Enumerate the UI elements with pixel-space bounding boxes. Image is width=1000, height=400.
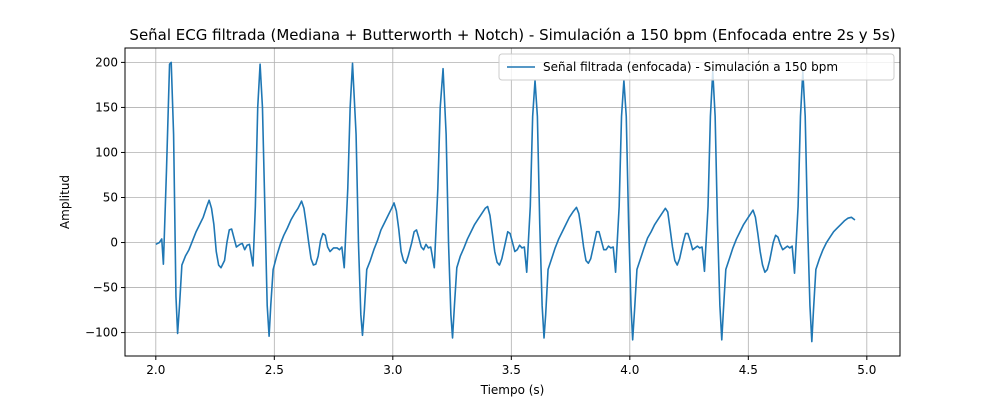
y-tick-label: 0: [110, 236, 118, 250]
x-tick-label: 4.0: [620, 363, 639, 377]
y-tick-label: 50: [103, 190, 118, 204]
x-tick-label: 3.0: [383, 363, 402, 377]
y-tick-label: 200: [95, 55, 118, 69]
y-tick-label: −100: [85, 326, 118, 340]
x-tick-label: 3.5: [502, 363, 521, 377]
y-tick-label: 100: [95, 145, 118, 159]
y-tick-label: −50: [93, 281, 118, 295]
legend-box: [498, 53, 895, 81]
x-tick-label: 2.0: [146, 363, 165, 377]
x-tick-label: 4.5: [739, 363, 758, 377]
x-tick-label: 2.5: [265, 363, 284, 377]
y-axis-title: Amplitud: [58, 175, 72, 229]
x-axis-title: Tiempo (s): [480, 383, 545, 397]
chart-title: Señal ECG filtrada (Mediana + Butterwort…: [129, 26, 895, 44]
legend-label: Señal filtrada (enfocada) - Simulación a…: [543, 60, 838, 74]
y-tick-label: 150: [95, 100, 118, 114]
x-tick-label: 5.0: [857, 363, 876, 377]
plot-area-frame: [124, 47, 901, 357]
grid: [125, 48, 900, 356]
series-line-filtered-signal: [155, 61, 856, 343]
axis-ticks: 2.0 2.5 3.0 3.5 4.0 4.5 5.0 −100 −50 0 50 100 150 200: [85, 55, 876, 377]
legend: Señal filtrada (enfocada) - Simulación a…: [498, 53, 895, 81]
